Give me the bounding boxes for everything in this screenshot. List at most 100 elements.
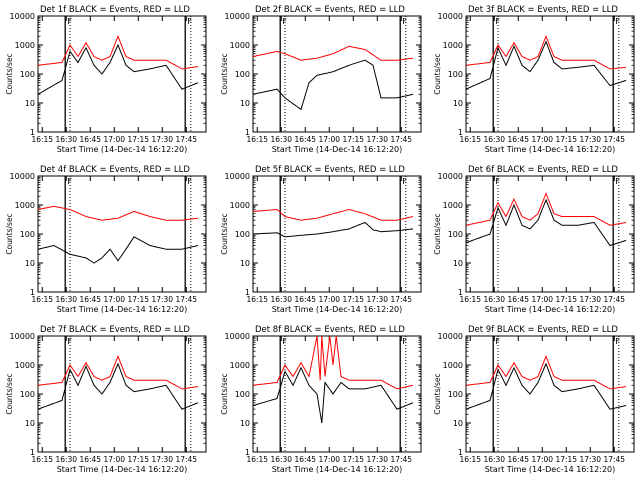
y-tick-label: 10000	[225, 332, 250, 341]
y-tick-label: 100	[235, 70, 250, 79]
x-tick-label: 17:00	[318, 295, 340, 304]
y-tick-label: 10	[453, 259, 463, 268]
attenuator-flag: F	[67, 337, 72, 346]
x-tick-label: 17:00	[103, 295, 125, 304]
x-tick-label: 16:30	[483, 455, 505, 464]
plot-frame	[37, 175, 207, 293]
x-tick-label: 17:15	[342, 135, 364, 144]
series-line	[37, 354, 199, 390]
y-tick-label: 1	[458, 128, 463, 137]
detector-panel: 1 10 100 1000 10000 16:15 16:30 16:45 17:00 17:15…	[220, 165, 422, 314]
x-tick-label: 17:45	[390, 295, 412, 304]
panel-title: Det 5f BLACK = Events, RED = LLD	[255, 165, 405, 175]
detector-panel: 1 10 100 1000 10000 16:15 16:30 16:45 17:00 17:15…	[220, 5, 422, 154]
x-tick-label: 16:15	[246, 455, 268, 464]
y-axis-label: Counts/sec	[5, 53, 14, 94]
series-line	[252, 208, 414, 221]
x-tick-label: 16:15	[246, 295, 268, 304]
y-tick-label: 1	[245, 448, 250, 457]
x-axis-label: Start Time (14-Dec-14 16:12:20)	[57, 305, 188, 314]
attenuator-flag: F	[187, 337, 192, 346]
y-axis-label: Counts/sec	[433, 373, 442, 414]
y-tick-label: 10	[25, 99, 35, 108]
y-axis-label: Counts/sec	[433, 53, 442, 94]
y-tick-label: 1000	[15, 41, 35, 50]
series-line	[37, 43, 199, 95]
y-tick-label: 100	[235, 230, 250, 239]
x-tick-label: 16:45	[79, 135, 101, 144]
y-axis-label: Counts/sec	[220, 373, 229, 414]
x-tick-label: 17:30	[366, 135, 388, 144]
series-line	[37, 236, 199, 264]
plot-frame	[37, 15, 207, 133]
attenuator-flag: F	[187, 17, 192, 26]
y-axis-label: Counts/sec	[220, 53, 229, 94]
y-tick-label: 10	[453, 419, 463, 428]
x-tick-label: 16:30	[270, 135, 292, 144]
panel-title: Det 1f BLACK = Events, RED = LLD	[40, 5, 190, 15]
series-line	[252, 45, 414, 61]
attenuator-flag: F	[615, 177, 620, 186]
attenuator-flag: F	[615, 337, 620, 346]
y-tick-label: 100	[448, 230, 463, 239]
y-tick-label: 10	[240, 99, 250, 108]
panel-title: Det 6f BLACK = Events, RED = LLD	[468, 165, 618, 175]
detector-panel: 1 10 100 1000 10000 16:15 16:30 16:45 17:00 17:15…	[220, 325, 422, 474]
y-tick-label: 1	[30, 128, 35, 137]
series-line	[37, 205, 199, 221]
x-tick-label: 16:30	[55, 135, 77, 144]
attenuator-flag: F	[495, 337, 500, 346]
x-tick-label: 16:45	[79, 295, 101, 304]
x-tick-label: 17:00	[531, 455, 553, 464]
panel-title: Det 7f BLACK = Events, RED = LLD	[40, 325, 190, 335]
y-axis-label: Counts/sec	[220, 213, 229, 254]
x-tick-label: 16:45	[294, 135, 316, 144]
x-tick-label: 16:30	[270, 295, 292, 304]
x-tick-label: 16:45	[79, 455, 101, 464]
series-line	[37, 34, 199, 70]
detector-panel: 1 10 100 1000 10000 16:15 16:30 16:45 17:00 17:15…	[433, 5, 635, 154]
x-tick-label: 16:15	[459, 295, 481, 304]
x-axis-label: Start Time (14-Dec-14 16:12:20)	[57, 145, 188, 154]
y-tick-label: 100	[448, 70, 463, 79]
x-tick-label: 16:45	[294, 455, 316, 464]
x-tick-label: 16:30	[270, 455, 292, 464]
y-tick-label: 1	[30, 288, 35, 297]
y-tick-label: 1	[458, 448, 463, 457]
attenuator-flag: F	[67, 177, 72, 186]
x-tick-label: 17:00	[318, 135, 340, 144]
x-tick-label: 17:00	[531, 135, 553, 144]
y-tick-label: 1	[245, 288, 250, 297]
y-axis-label: Counts/sec	[433, 213, 442, 254]
series-line	[252, 59, 414, 111]
x-tick-label: 16:30	[483, 135, 505, 144]
y-tick-label: 10	[25, 419, 35, 428]
y-tick-label: 1000	[15, 201, 35, 210]
y-tick-label: 10	[240, 419, 250, 428]
x-axis-label: Start Time (14-Dec-14 16:12:20)	[57, 465, 188, 474]
attenuator-flag: F	[402, 17, 407, 26]
y-tick-label: 100	[20, 390, 35, 399]
y-tick-label: 1	[245, 128, 250, 137]
x-tick-label: 17:45	[603, 455, 625, 464]
panel-title: Det 9f BLACK = Events, RED = LLD	[468, 325, 618, 335]
x-tick-label: 16:15	[459, 455, 481, 464]
y-tick-label: 1000	[443, 41, 463, 50]
panel-title: Det 4f BLACK = Events, RED = LLD	[40, 165, 190, 175]
x-tick-label: 16:30	[483, 295, 505, 304]
x-tick-label: 17:00	[103, 455, 125, 464]
panel-title: Det 8f BLACK = Events, RED = LLD	[255, 325, 405, 335]
x-tick-label: 17:00	[103, 135, 125, 144]
x-tick-label: 16:30	[55, 295, 77, 304]
detector-panel: 1 10 100 1000 10000 16:15 16:30 16:45 17:00 17:15…	[5, 5, 207, 154]
x-tick-label: 17:30	[151, 455, 173, 464]
attenuator-flag: F	[67, 17, 72, 26]
y-tick-label: 100	[448, 390, 463, 399]
series-line	[252, 366, 414, 424]
series-line	[465, 354, 627, 390]
x-tick-label: 17:30	[151, 295, 173, 304]
panel-title: Det 3f BLACK = Events, RED = LLD	[468, 5, 618, 15]
x-tick-label: 17:15	[555, 295, 577, 304]
attenuator-flag: F	[282, 177, 287, 186]
